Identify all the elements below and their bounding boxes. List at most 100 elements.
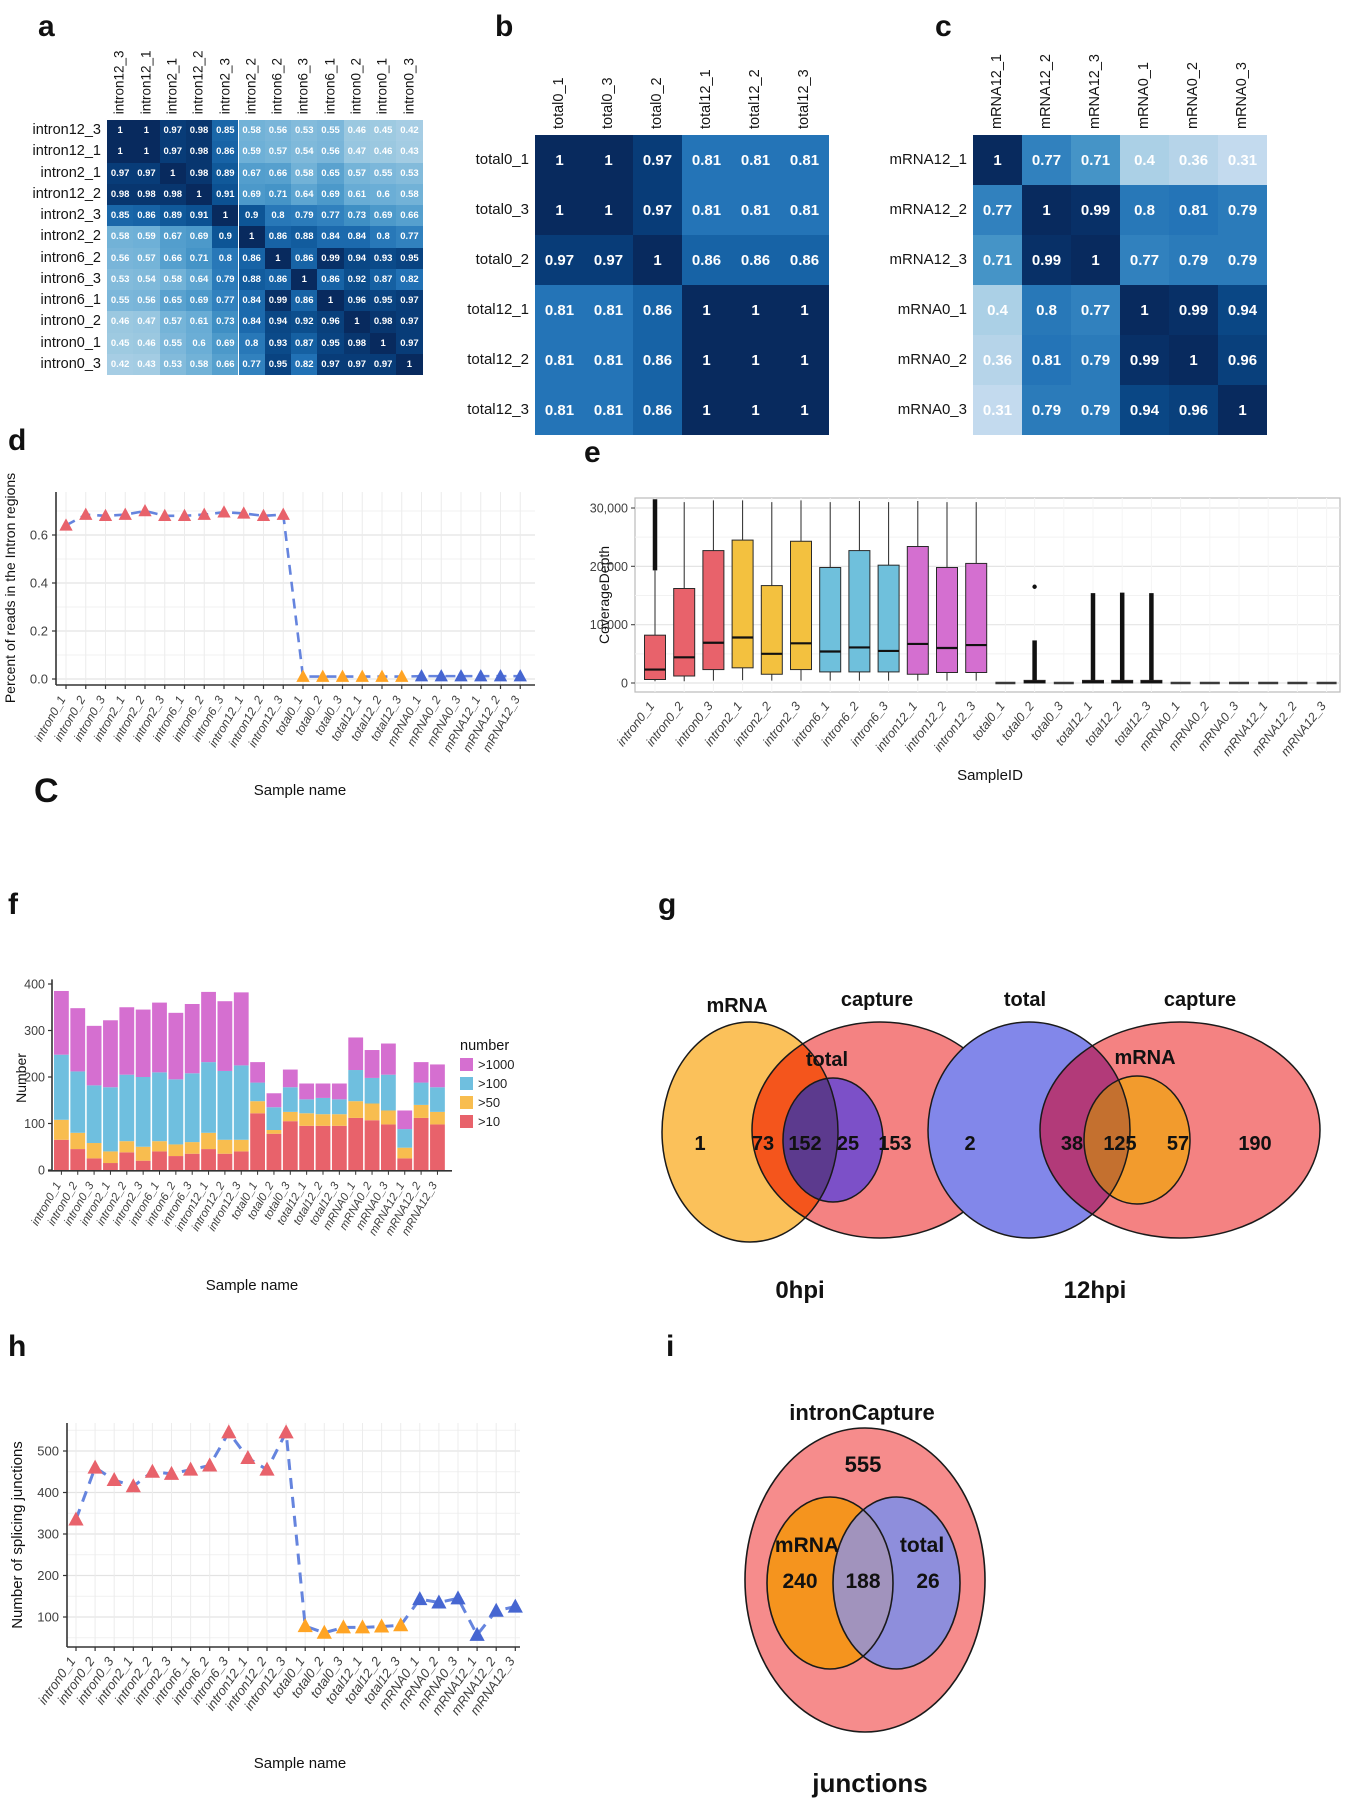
heatmap-cell: 0.81 bbox=[682, 135, 731, 185]
bar-segment bbox=[152, 1002, 167, 1073]
heatmap-col-label: mRNA12_2 bbox=[1038, 54, 1054, 129]
bar-segment bbox=[168, 1144, 184, 1157]
heatmap-cell: 0.4 bbox=[1120, 135, 1169, 185]
heatmap-cell: 0.96 bbox=[343, 290, 370, 312]
heatmap-cell: 0.8 bbox=[264, 205, 292, 227]
bar-segment bbox=[331, 1083, 347, 1100]
heatmap-col-label: intron6_3 bbox=[296, 57, 312, 114]
x-axis-label: SampleID bbox=[957, 767, 1023, 784]
heatmap-cell: 1 bbox=[633, 235, 682, 285]
svg-text:555: 555 bbox=[845, 1452, 882, 1477]
heatmap-cell: 0.64 bbox=[185, 268, 213, 290]
data-points bbox=[59, 504, 527, 682]
heatmap-cell: 0.86 bbox=[682, 235, 731, 285]
bar-segment bbox=[184, 1003, 200, 1074]
heatmap-cell: 0.8 bbox=[370, 226, 397, 248]
heatmap-cell: 0.66 bbox=[396, 205, 423, 227]
heatmap-cell: 0.42 bbox=[396, 120, 423, 142]
heatmap-cell: 0.61 bbox=[185, 311, 213, 333]
heatmap-cell: 0.69 bbox=[185, 290, 213, 312]
heatmap-cell: 0.98 bbox=[370, 311, 397, 333]
bar-segment bbox=[119, 1152, 135, 1170]
bar-segment bbox=[70, 1071, 86, 1133]
legend: number >1000 >100 >50 >10 bbox=[460, 1038, 515, 1129]
heatmap-col-label: intron6_1 bbox=[322, 57, 338, 114]
bar-segment bbox=[381, 1043, 396, 1075]
heatmap-row-label: intron12_3 bbox=[32, 122, 101, 138]
bar-segment bbox=[103, 1020, 118, 1088]
svg-text:190: 190 bbox=[1238, 1133, 1271, 1155]
bar-segment bbox=[381, 1074, 396, 1111]
heatmap-cell: 0.71 bbox=[264, 183, 292, 205]
heatmap-cell: 0.69 bbox=[238, 183, 265, 205]
heatmap-col-label: mRNA12_3 bbox=[1087, 54, 1103, 129]
y-axis-label: Percent of reads in the Intron regions bbox=[2, 473, 18, 703]
heatmap-col-label: intron6_2 bbox=[269, 57, 285, 114]
heatmap-row-label: total0_3 bbox=[475, 201, 529, 218]
bar-segment bbox=[364, 1103, 380, 1121]
bar-segment bbox=[397, 1158, 413, 1170]
heatmap-cell: 0.73 bbox=[212, 311, 239, 333]
svg-text:152: 152 bbox=[788, 1133, 821, 1155]
heatmap-cell: 0.77 bbox=[1022, 135, 1071, 185]
heatmap-cell: 0.97 bbox=[633, 135, 682, 185]
heatmap-cell: 0.42 bbox=[107, 353, 134, 375]
heatmap-cell: 0.43 bbox=[396, 141, 423, 163]
heatmap-cell: 0.4 bbox=[973, 285, 1022, 335]
heatmap-cell: 0.88 bbox=[291, 226, 318, 248]
heatmap-cell: 1 bbox=[1169, 335, 1218, 385]
heatmap-cell: 1 bbox=[780, 385, 829, 435]
heatmap-cell: 0.97 bbox=[343, 353, 370, 375]
heatmap-col-label: intron12_3 bbox=[112, 50, 127, 114]
heatmap-cell: 0.58 bbox=[107, 226, 134, 248]
heatmap-row-label: intron0_1 bbox=[40, 334, 101, 351]
legend-swatch bbox=[460, 1096, 473, 1109]
heatmap-cell: 0.59 bbox=[133, 226, 160, 248]
bar-segment bbox=[184, 1073, 200, 1143]
venn-diagram-junctions: intronCapture 555 mRNA 240 188 total 26 junctio… bbox=[744, 1400, 986, 1798]
heatmap-cell: 0.55 bbox=[370, 162, 397, 184]
svg-text:240: 240 bbox=[782, 1570, 817, 1593]
heatmap-cell: 0.56 bbox=[133, 290, 160, 312]
svg-text:0.4: 0.4 bbox=[30, 576, 48, 591]
heatmap-cell: 1 bbox=[731, 285, 780, 335]
heatmap-cell: 0.98 bbox=[185, 120, 213, 142]
panel-label-f: f bbox=[8, 888, 18, 921]
heatmap-cell: 1 bbox=[731, 385, 780, 435]
bar-segment bbox=[430, 1064, 445, 1088]
bar-segment bbox=[54, 1119, 69, 1140]
heatmap-cell: 1 bbox=[370, 332, 397, 354]
bar-segment bbox=[299, 1113, 315, 1126]
panel-label-h: h bbox=[8, 1330, 27, 1363]
heatmap-cell: 0.53 bbox=[159, 353, 186, 375]
heatmap-cell: 0.8 bbox=[1022, 285, 1071, 335]
bar-segment bbox=[103, 1151, 118, 1164]
bar-segment bbox=[168, 1156, 184, 1170]
svg-text:100: 100 bbox=[37, 1610, 59, 1625]
bar-segment bbox=[201, 1062, 216, 1133]
heatmap-row-label: intron12_2 bbox=[32, 185, 101, 202]
heatmap-cell: 0.65 bbox=[317, 162, 344, 184]
bar-segment bbox=[168, 1012, 184, 1080]
x-tick-labels: intron0_1intron0_2intron0_3intron2_1intr… bbox=[614, 699, 1329, 759]
heatmap-cell: 0.71 bbox=[973, 235, 1022, 285]
bar-segment bbox=[70, 1149, 86, 1170]
panel-label-i: i bbox=[666, 1330, 675, 1363]
bar-segment bbox=[201, 1149, 216, 1170]
heatmap-cell: 0.97 bbox=[584, 235, 633, 285]
heatmap-row-label: intron6_1 bbox=[40, 292, 101, 308]
x-axis-label: Sample name bbox=[254, 782, 347, 799]
heatmap-cell: 0.86 bbox=[264, 226, 292, 248]
x-tick-labels: intron0_1intron0_2intron0_3intron2_1intr… bbox=[30, 1170, 440, 1238]
svg-text:57: 57 bbox=[1167, 1133, 1189, 1155]
heatmap-cell: 0.55 bbox=[107, 290, 134, 312]
bar-segment bbox=[348, 1101, 364, 1118]
heatmap-cell: 0.56 bbox=[107, 247, 134, 269]
bar-segment bbox=[364, 1120, 380, 1170]
heatmap-cell: 0.54 bbox=[133, 268, 160, 290]
heatmap-cell: 0.97 bbox=[133, 162, 160, 184]
heatmap-cell: 0.86 bbox=[731, 235, 780, 285]
heatmap-cell: 0.95 bbox=[396, 247, 423, 269]
svg-text:12hpi: 12hpi bbox=[1064, 1277, 1127, 1304]
